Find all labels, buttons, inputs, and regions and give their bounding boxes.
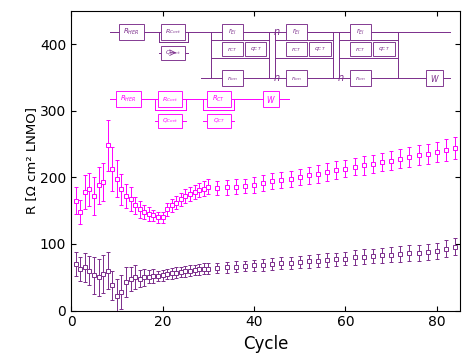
FancyBboxPatch shape (263, 91, 280, 107)
Text: $Q_{Cont}$: $Q_{Cont}$ (162, 116, 179, 125)
Text: $r_{Ion}$: $r_{Ion}$ (227, 74, 238, 82)
Text: $q_{CT}$: $q_{CT}$ (378, 45, 390, 53)
Y-axis label: R [Ω cm² LNMO]: R [Ω cm² LNMO] (26, 107, 38, 214)
FancyBboxPatch shape (350, 24, 371, 40)
Text: $R_{HER}$: $R_{HER}$ (120, 94, 137, 104)
Text: $Q_{CT}$: $Q_{CT}$ (212, 116, 225, 125)
FancyBboxPatch shape (207, 114, 231, 128)
FancyBboxPatch shape (426, 70, 443, 86)
Text: $r_{El}$: $r_{El}$ (228, 27, 237, 37)
FancyBboxPatch shape (222, 42, 243, 56)
Text: $R_{CT}$: $R_{CT}$ (212, 94, 225, 104)
FancyBboxPatch shape (286, 42, 307, 56)
Text: $r_{Ion}$: $r_{Ion}$ (355, 74, 366, 82)
Text: $W$: $W$ (266, 94, 276, 105)
FancyBboxPatch shape (286, 70, 307, 86)
FancyBboxPatch shape (309, 42, 330, 56)
FancyBboxPatch shape (222, 24, 243, 40)
FancyBboxPatch shape (374, 42, 395, 56)
Text: $\mathit{n}$: $\mathit{n}$ (273, 73, 280, 83)
Text: $\mathit{n}$: $\mathit{n}$ (273, 27, 280, 37)
Text: $r_{El}$: $r_{El}$ (292, 27, 301, 37)
Text: $Q_{cont}$: $Q_{cont}$ (165, 48, 181, 57)
Text: $\mathit{n}$: $\mathit{n}$ (337, 73, 344, 83)
FancyBboxPatch shape (158, 114, 182, 128)
X-axis label: Cycle: Cycle (243, 335, 288, 353)
Text: $R_{Cont}$: $R_{Cont}$ (162, 95, 179, 104)
FancyBboxPatch shape (158, 91, 182, 107)
Text: $r_{CT}$: $r_{CT}$ (227, 45, 237, 54)
FancyBboxPatch shape (350, 70, 371, 86)
FancyBboxPatch shape (161, 46, 185, 60)
Text: $q_{CT}$: $q_{CT}$ (250, 45, 262, 53)
Text: $r_{CT}$: $r_{CT}$ (291, 45, 302, 54)
FancyBboxPatch shape (207, 91, 231, 107)
Text: $r_{El}$: $r_{El}$ (356, 27, 365, 37)
FancyBboxPatch shape (245, 42, 266, 56)
FancyBboxPatch shape (350, 42, 371, 56)
Text: $q_{CT}$: $q_{CT}$ (314, 45, 326, 53)
FancyBboxPatch shape (222, 70, 243, 86)
FancyBboxPatch shape (286, 24, 307, 40)
Text: $W$: $W$ (429, 73, 439, 84)
Text: $R_{Cont}$: $R_{Cont}$ (165, 27, 182, 36)
Text: $r_{CT}$: $r_{CT}$ (356, 45, 366, 54)
FancyBboxPatch shape (116, 91, 141, 107)
FancyBboxPatch shape (118, 24, 144, 40)
Text: $r_{Ion}$: $r_{Ion}$ (291, 74, 302, 82)
Text: $R_{HER}$: $R_{HER}$ (123, 27, 140, 37)
FancyBboxPatch shape (161, 24, 185, 40)
